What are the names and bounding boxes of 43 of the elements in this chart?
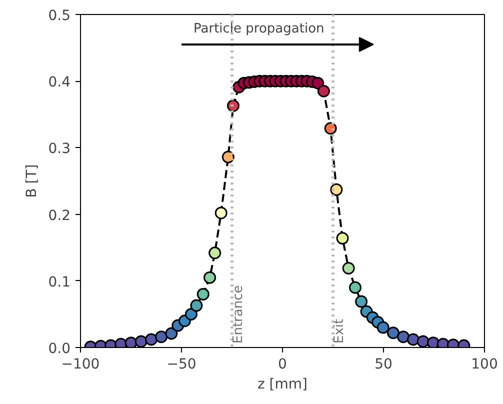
point bbox=[330, 183, 343, 196]
y-tick-label: 0.2 bbox=[48, 208, 70, 224]
y-tick-label: 0.5 bbox=[48, 8, 70, 24]
point bbox=[312, 76, 324, 90]
x-tick-label: 0 bbox=[278, 356, 287, 372]
ref-line-label: Entrance bbox=[231, 285, 246, 344]
ref-line-label: Exit bbox=[332, 318, 347, 344]
x-tick-label: −100 bbox=[61, 356, 100, 372]
x-axis-title: z [mm] bbox=[258, 376, 308, 392]
x-tick-label: 100 bbox=[471, 356, 498, 372]
point bbox=[355, 295, 368, 308]
point bbox=[204, 271, 216, 284]
point bbox=[336, 232, 349, 245]
point bbox=[208, 246, 222, 260]
point bbox=[184, 308, 198, 320]
x-tick-label: −50 bbox=[166, 356, 196, 372]
point bbox=[376, 321, 390, 334]
y-tick-label: 0.3 bbox=[48, 141, 70, 158]
point bbox=[397, 330, 410, 344]
point bbox=[222, 150, 234, 164]
point bbox=[426, 336, 440, 348]
point bbox=[165, 327, 178, 340]
point bbox=[348, 281, 362, 294]
y-tick-label: 0.4 bbox=[48, 74, 71, 91]
y-tick-label: 0.1 bbox=[48, 274, 70, 290]
y-axis-title: B [T] bbox=[24, 164, 40, 198]
y-tick-label: 0.0 bbox=[48, 341, 70, 357]
point bbox=[416, 335, 430, 348]
point bbox=[386, 326, 400, 340]
point bbox=[190, 299, 203, 312]
point bbox=[226, 100, 240, 112]
point bbox=[155, 330, 168, 344]
annotation: Particle propagation bbox=[194, 21, 324, 36]
point bbox=[406, 333, 420, 346]
point bbox=[214, 206, 228, 220]
point bbox=[196, 288, 210, 300]
point bbox=[134, 335, 148, 348]
point bbox=[124, 336, 138, 348]
x-tick-label: 50 bbox=[374, 356, 392, 372]
point bbox=[342, 262, 355, 274]
point bbox=[324, 122, 337, 135]
point bbox=[144, 333, 158, 346]
point bbox=[317, 84, 330, 98]
